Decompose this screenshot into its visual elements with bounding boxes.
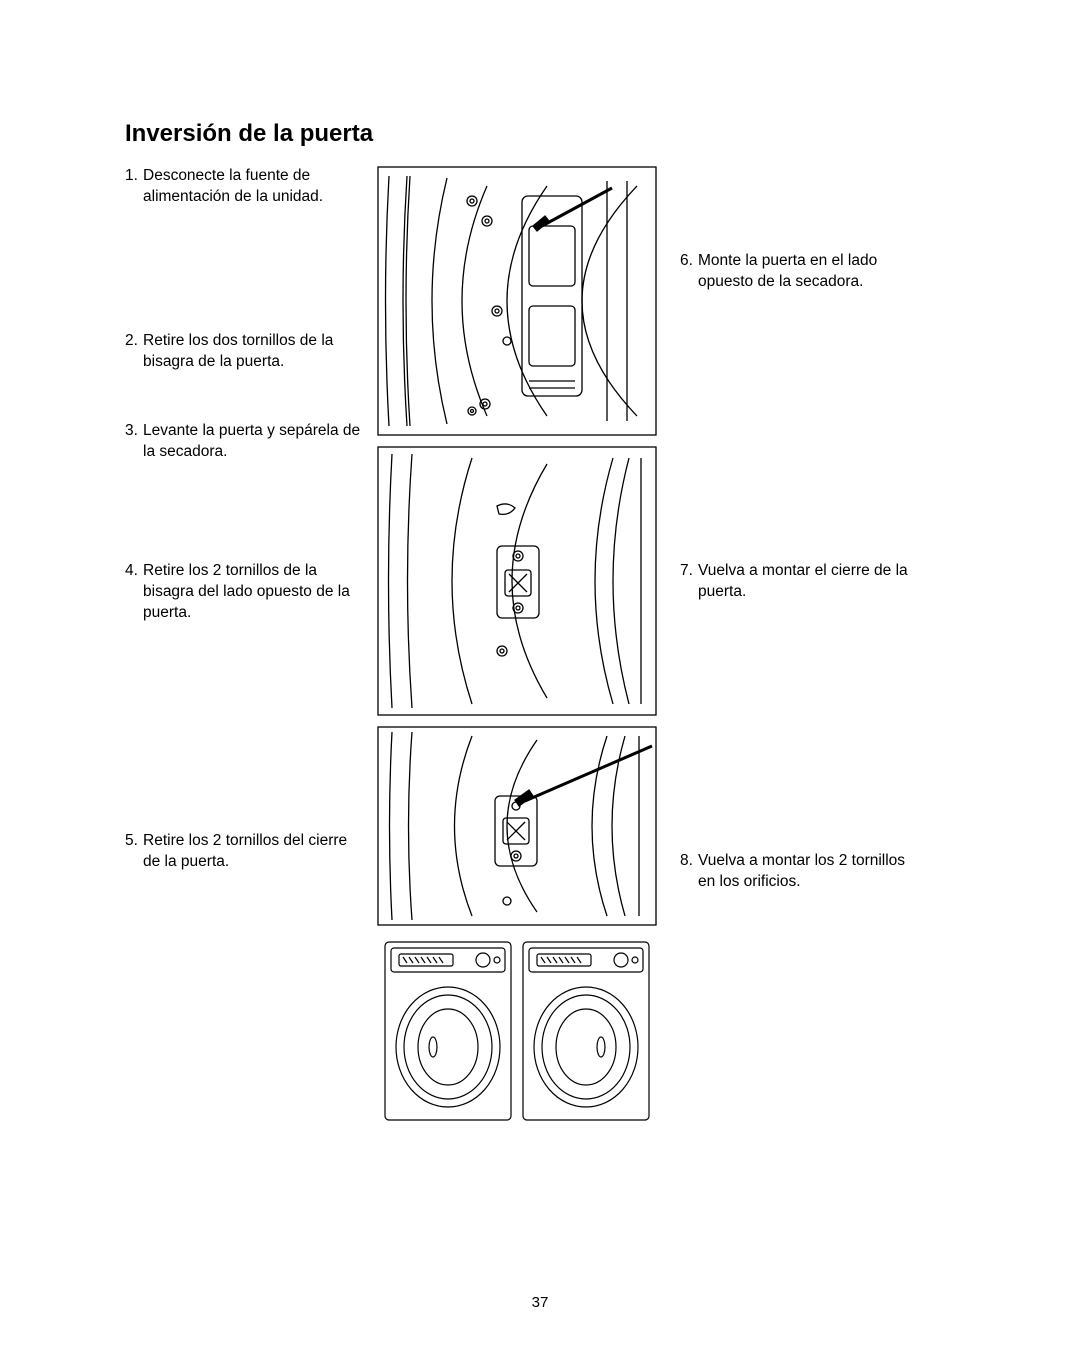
step-1: 1.Desconecte la fuente de alimentación d…	[125, 166, 365, 208]
step-number: 8.	[680, 851, 698, 872]
figure-latch-closeup	[377, 446, 657, 716]
step-text: Levante la puerta y sepárela de la secad…	[143, 421, 361, 463]
step-text: Retire los 2 tornillos del cierre de la …	[143, 831, 361, 873]
step-7: 7.Vuelva a montar el cierre de la puerta…	[680, 561, 930, 603]
page-number: 37	[0, 1294, 1080, 1311]
step-8: 8.Vuelva a montar los 2 tornillos en los…	[680, 851, 930, 893]
step-number: 3.	[125, 421, 143, 442]
step-text: Monte la puerta en el lado opuesto de la…	[698, 251, 926, 293]
step-text: Vuelva a montar los 2 tornillos en los o…	[698, 851, 926, 893]
step-6: 6.Monte la puerta en el lado opuesto de …	[680, 251, 930, 293]
step-text: Vuelva a montar el cierre de la puerta.	[698, 561, 926, 603]
step-2: 2.Retire los dos tornillos de la bisagra…	[125, 331, 365, 373]
step-number: 5.	[125, 831, 143, 852]
content-area: 1.Desconecte la fuente de alimentación d…	[125, 166, 955, 1226]
figure-two-dryers	[377, 936, 657, 1126]
figure-hinge-screws	[377, 166, 657, 436]
figure-latch-screwdriver	[377, 726, 657, 926]
step-number: 7.	[680, 561, 698, 582]
step-3: 3.Levante la puerta y sepárela de la sec…	[125, 421, 365, 463]
step-4: 4.Retire los 2 tornillos de la bisagra d…	[125, 561, 365, 624]
step-number: 6.	[680, 251, 698, 272]
step-number: 4.	[125, 561, 143, 582]
step-5: 5.Retire los 2 tornillos del cierre de l…	[125, 831, 365, 873]
step-text: Desconecte la fuente de alimentación de …	[143, 166, 361, 208]
step-text: Retire los dos tornillos de la bisagra d…	[143, 331, 361, 373]
step-text: Retire los 2 tornillos de la bisagra del…	[143, 561, 361, 624]
page-title: Inversión de la puerta	[125, 120, 955, 148]
step-number: 1.	[125, 166, 143, 187]
step-number: 2.	[125, 331, 143, 352]
